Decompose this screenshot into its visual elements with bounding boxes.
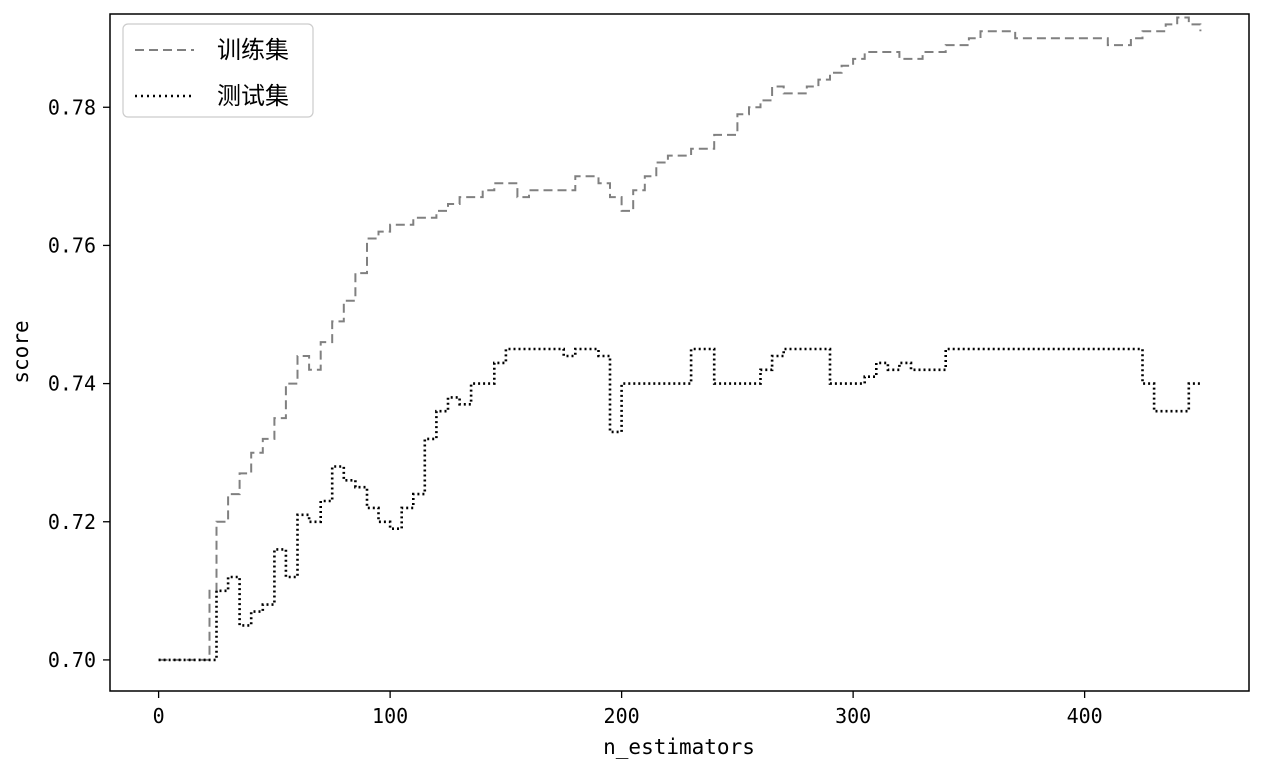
y-axis-label: score [9,320,33,383]
y-tick-label: 0.76 [48,233,96,257]
x-tick-label: 400 [1067,704,1103,728]
plot-area [109,13,1250,692]
legend: 训练集 测试集 [122,23,314,118]
legend-label-train: 训练集 [217,36,289,64]
x-axis-ticks: 0 100 200 300 400 [153,691,1103,728]
y-axis-ticks: 0.70 0.72 0.74 0.76 0.78 [48,95,110,672]
x-tick-label: 0 [153,704,165,728]
y-tick-label: 0.70 [48,648,96,672]
y-tick-label: 0.74 [48,372,96,396]
legend-label-test: 测试集 [217,82,289,110]
x-axis-label: n_estimators [603,735,755,759]
series-line-train [158,16,1202,661]
y-tick-label: 0.72 [48,510,96,534]
x-tick-label: 200 [604,704,640,728]
series-line-test [158,347,1201,662]
y-tick-label: 0.78 [48,95,96,119]
x-tick-label: 100 [372,704,408,728]
series-layer [158,16,1202,662]
x-tick-label: 300 [835,704,871,728]
legend-box [122,23,314,118]
